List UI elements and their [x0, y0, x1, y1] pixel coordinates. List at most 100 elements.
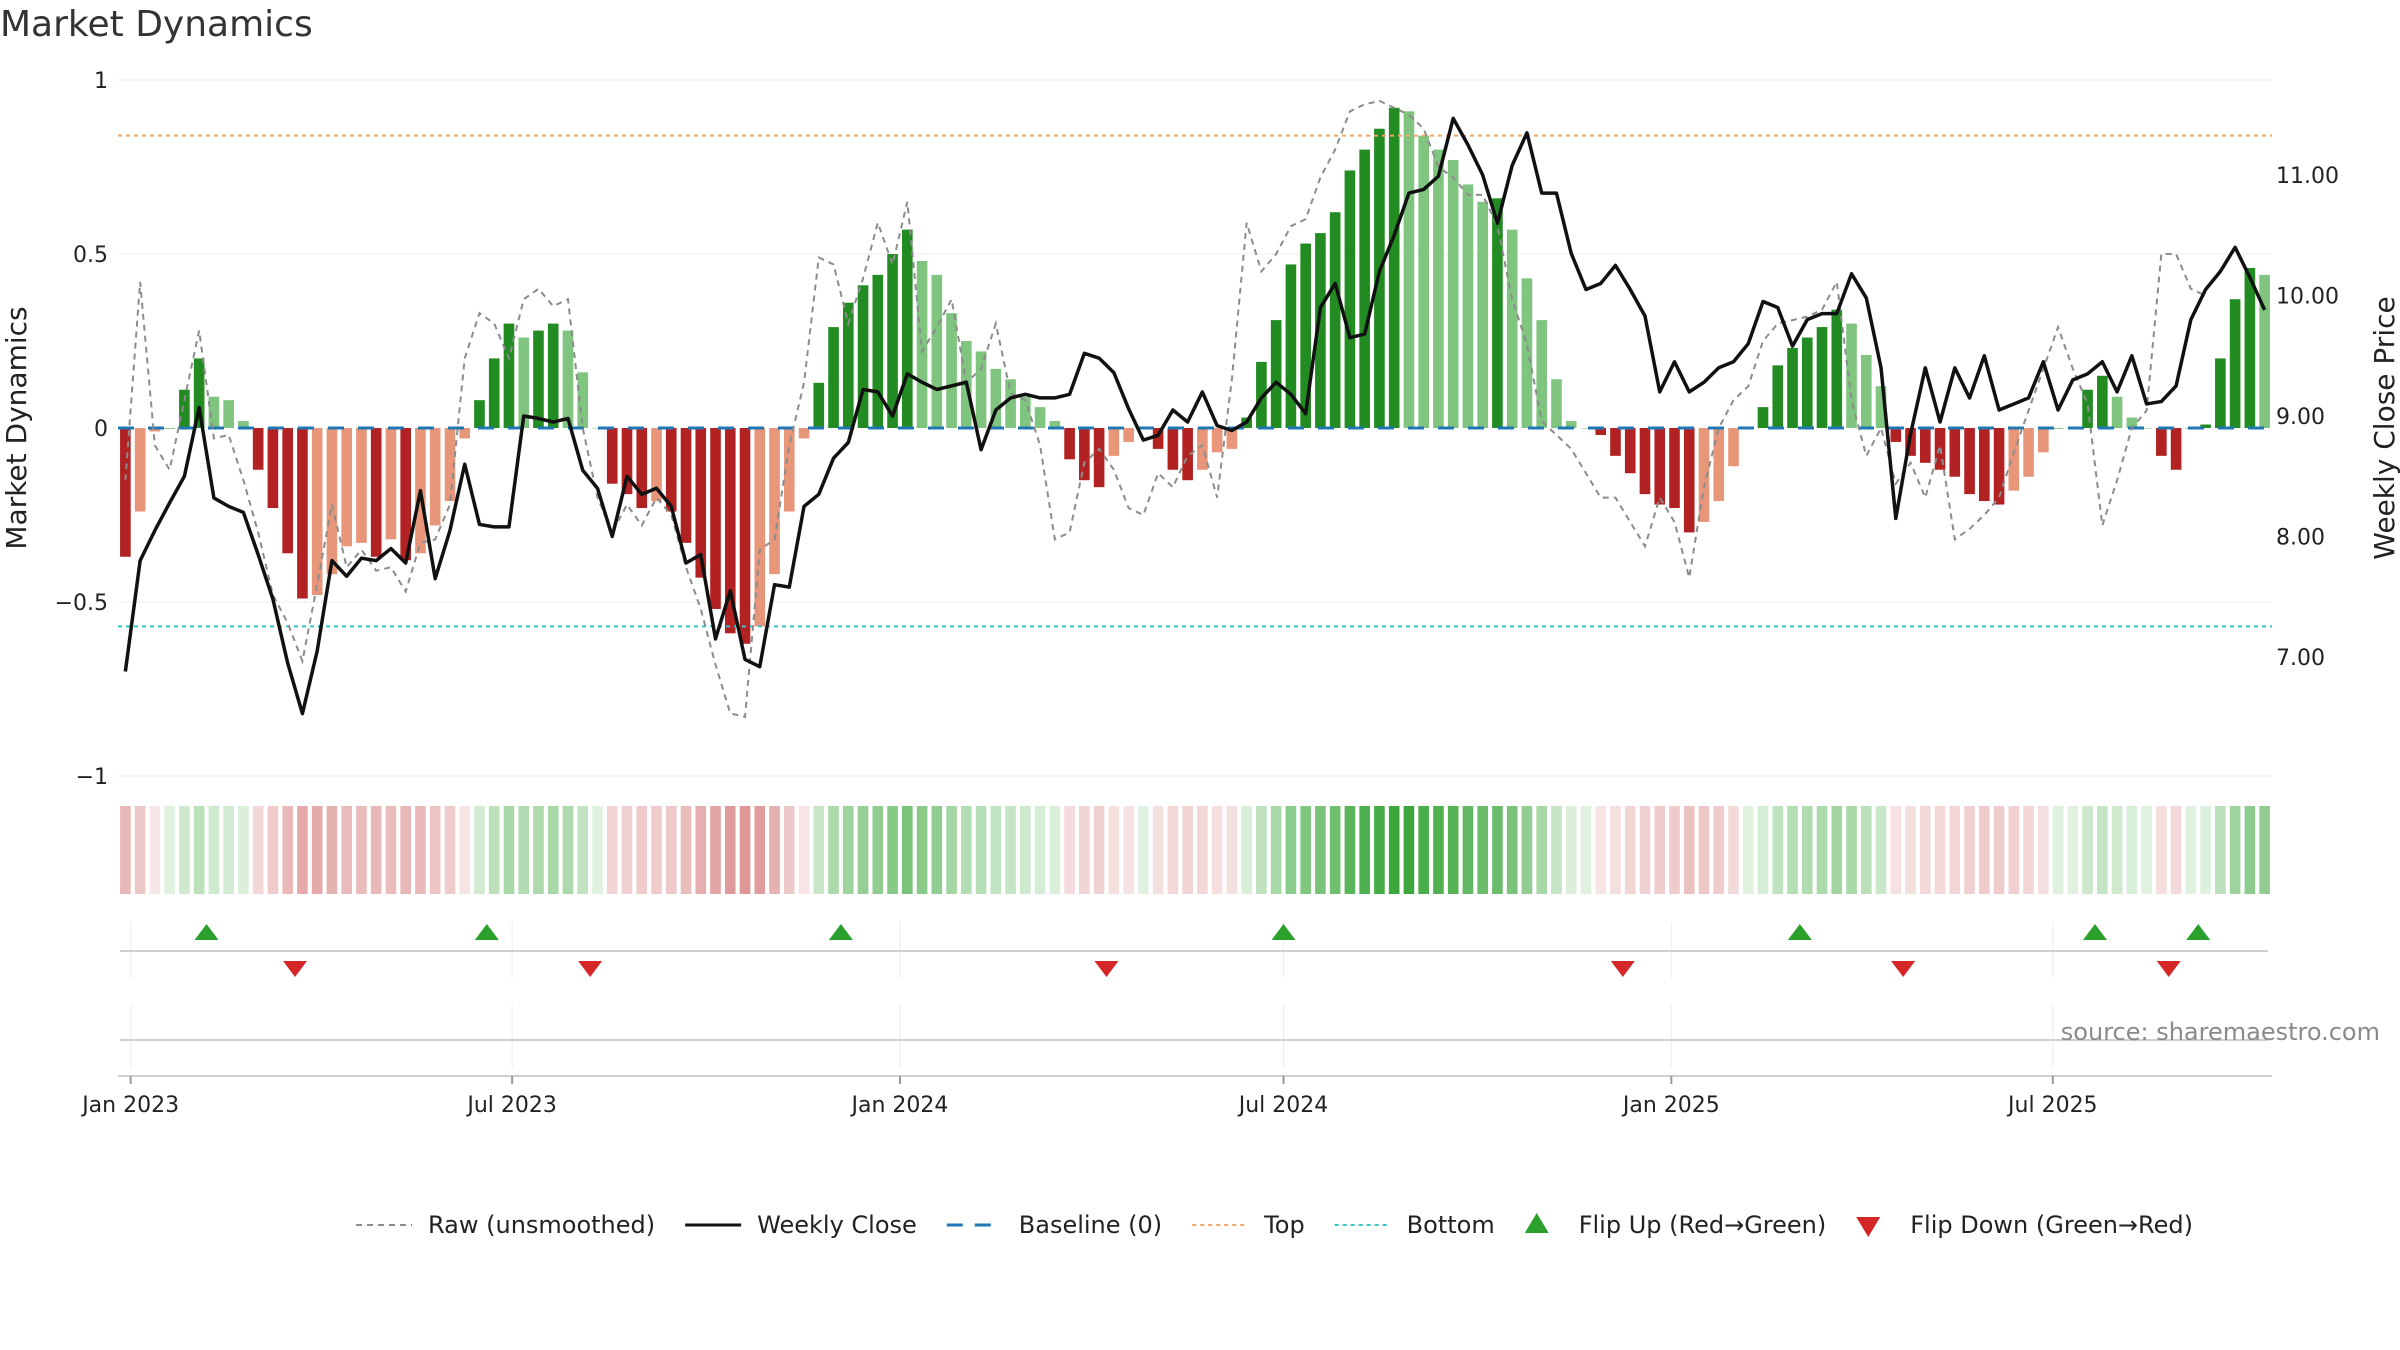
heat-cell-134: [2097, 806, 2108, 894]
heat-cell-15: [341, 806, 352, 894]
heat-cell-87: [1403, 806, 1415, 894]
heat-cell-136: [2126, 806, 2138, 894]
bar-66: [1093, 428, 1105, 488]
y-tick-label-1: 0.5: [73, 243, 108, 268]
y2-tick-label-3: 10.00: [2276, 285, 2339, 310]
y2-tick-label-0: 7.00: [2276, 646, 2325, 671]
bar-116: [1831, 309, 1843, 428]
legend-triangle-up-icon: [1524, 1213, 1549, 1233]
bar-105: [1669, 428, 1680, 509]
legend-triangle-down-icon: [1856, 1217, 1881, 1237]
bar-52: [887, 254, 898, 428]
bar-24: [474, 400, 485, 428]
heat-cell-93: [1492, 806, 1503, 894]
heat-cell-104: [1654, 806, 1666, 894]
bar-114: [1801, 337, 1813, 428]
bar-64: [1064, 428, 1075, 460]
heat-cell-62: [1034, 806, 1046, 894]
bar-80: [1300, 243, 1311, 428]
bar-62: [1034, 407, 1046, 428]
heat-cell-13: [311, 806, 323, 894]
heat-cell-30: [562, 806, 574, 894]
heat-cell-97: [1551, 806, 1562, 894]
heat-cell-33: [606, 806, 618, 894]
heat-cell-57: [961, 806, 972, 894]
heat-cell-138: [2156, 806, 2167, 894]
heat-cell-83: [1344, 806, 1356, 894]
heat-cell-112: [1772, 806, 1784, 894]
heat-cell-24: [474, 806, 485, 894]
bar-23: [459, 428, 471, 439]
bar-60: [1005, 379, 1016, 428]
bar-33: [606, 428, 618, 484]
heat-cell-47: [813, 806, 825, 894]
heat-cell-110: [1742, 806, 1754, 894]
bar-99: [1580, 428, 1592, 429]
heat-cell-44: [769, 806, 780, 894]
heat-cell-84: [1359, 806, 1370, 894]
bar-47: [813, 382, 825, 428]
bar-49: [842, 302, 854, 428]
legend-label: Weekly Close: [757, 1211, 917, 1239]
y-tick-label-2: 0: [94, 417, 108, 442]
heat-cell-59: [990, 806, 1002, 894]
heat-cell-95: [1521, 806, 1533, 894]
legend-item-3: Top: [1192, 1211, 1305, 1239]
heat-cell-71: [1167, 806, 1179, 894]
bar-97: [1551, 379, 1562, 428]
bar-103: [1639, 428, 1651, 495]
bar-144: [2244, 267, 2256, 428]
heat-cell-52: [887, 806, 898, 894]
heat-cell-29: [547, 806, 559, 894]
bar-86: [1388, 107, 1400, 428]
heat-cell-89: [1433, 806, 1444, 894]
heat-cell-0: [120, 806, 131, 894]
heat-cell-117: [1846, 806, 1857, 894]
heat-cell-82: [1329, 806, 1341, 894]
y-tick-label-0: 1: [94, 69, 108, 94]
bar-9: [252, 428, 264, 470]
bar-137: [2141, 428, 2152, 429]
heat-cell-28: [533, 806, 544, 894]
bar-129: [2023, 428, 2034, 477]
heat-cell-7: [223, 806, 234, 894]
y-tick-label-4: −1: [76, 765, 108, 790]
heat-cell-58: [975, 806, 987, 894]
heat-cell-34: [621, 806, 633, 894]
lines-layer: [123, 99, 2267, 719]
chart-title: Market Dynamics: [0, 4, 313, 45]
bar-27: [518, 337, 530, 428]
heat-cell-77: [1256, 806, 1267, 894]
heat-cell-131: [2052, 806, 2064, 894]
bar-17: [370, 428, 382, 557]
heat-cell-61: [1020, 806, 1031, 894]
heat-cell-76: [1241, 806, 1252, 894]
y2-tick-label-4: 11.00: [2276, 164, 2339, 189]
heat-cell-115: [1816, 806, 1828, 894]
heat-cell-91: [1462, 806, 1474, 894]
heat-cell-123: [1934, 806, 1946, 894]
bar-128: [2008, 428, 2020, 491]
heat-cell-37: [665, 806, 677, 894]
bar-131: [2052, 428, 2064, 429]
bar-45: [783, 428, 795, 512]
heat-cell-75: [1226, 806, 1238, 894]
legend-item-4: Bottom: [1334, 1211, 1495, 1239]
bar-8: [238, 421, 249, 428]
bar-101: [1610, 428, 1621, 456]
heat-cell-90: [1447, 806, 1459, 894]
heat-cell-120: [1890, 806, 1902, 894]
heat-cell-124: [1949, 806, 1961, 894]
heat-cell-27: [518, 806, 530, 894]
heat-cell-6: [208, 806, 220, 894]
heat-cell-1: [134, 806, 146, 894]
heat-cell-128: [2008, 806, 2020, 894]
bar-46: [798, 428, 810, 439]
bar-26: [503, 323, 515, 428]
heat-cell-125: [1964, 806, 1975, 894]
bar-126: [1978, 428, 1990, 502]
bar-11: [282, 428, 293, 554]
bar-134: [2097, 375, 2108, 428]
heat-cell-21: [429, 806, 441, 894]
